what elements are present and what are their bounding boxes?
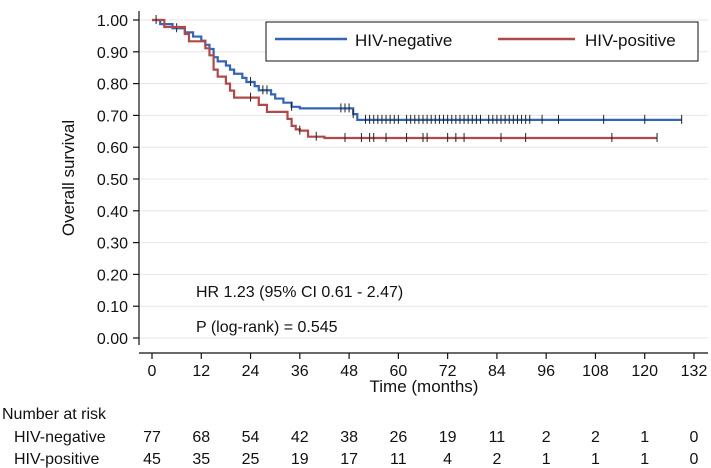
survival-curves [152, 15, 683, 142]
legend: HIV-negative HIV-positive [265, 21, 699, 62]
risk-value-hiv-positive: 1 [591, 451, 600, 468]
risk-value-hiv-positive: 45 [143, 451, 161, 468]
x-tick-label: 12 [192, 363, 210, 380]
y-tick-label: 1.00 [97, 13, 128, 30]
y-tick-label: 0.20 [97, 267, 128, 284]
y-tick-label: 0.60 [97, 140, 128, 157]
risk-value-hiv-negative: 54 [242, 429, 260, 446]
x-tick-label: 0 [148, 363, 157, 380]
risk-value-hiv-positive: 17 [340, 451, 358, 468]
risk-value-hiv-negative: 26 [389, 429, 407, 446]
x-tick-label: 84 [488, 363, 506, 380]
survival-curve-hiv-positive [152, 18, 658, 140]
y-axis-label: Overall survival [59, 120, 78, 236]
x-tick-label: 48 [340, 363, 358, 380]
risk-value-hiv-negative: 0 [690, 429, 699, 446]
risk-value-hiv-positive: 35 [192, 451, 210, 468]
x-tick-label: 96 [537, 363, 555, 380]
risk-value-hiv-positive: 11 [390, 451, 407, 468]
y-tick-label: 0.30 [97, 236, 128, 253]
risk-value-hiv-negative: 2 [542, 429, 551, 446]
risk-value-hiv-positive: 25 [242, 451, 260, 468]
x-axis-ticks: 0 12 24 36 48 60 72 84 96 108 120 132 [148, 353, 708, 380]
risk-value-hiv-positive: 2 [492, 451, 501, 468]
risk-value-hiv-positive: 19 [291, 451, 309, 468]
x-tick-label: 108 [582, 363, 609, 380]
risk-table-title: Number at risk [2, 406, 107, 423]
x-tick-label: 120 [631, 363, 658, 380]
legend-label-hiv-positive: HIV-positive [585, 31, 676, 50]
x-tick-label: 60 [389, 363, 407, 380]
risk-row-label-hiv-negative: HIV-negative [14, 429, 106, 446]
risk-value-hiv-negative: 68 [192, 429, 210, 446]
x-tick-label: 24 [242, 363, 260, 380]
x-tick-label: 72 [439, 363, 457, 380]
legend-box [265, 21, 699, 62]
risk-value-hiv-positive: 0 [690, 451, 699, 468]
axes [138, 11, 708, 354]
risk-value-hiv-positive: 1 [542, 451, 551, 468]
risk-value-hiv-negative: 2 [591, 429, 600, 446]
y-tick-label: 0.80 [97, 77, 128, 94]
risk-value-hiv-positive: 1 [640, 451, 649, 468]
risk-value-hiv-negative: 1 [640, 429, 649, 446]
y-tick-label: 0.70 [97, 108, 128, 125]
x-tick-label: 36 [291, 363, 309, 380]
risk-value-hiv-negative: 11 [489, 429, 506, 446]
legend-label-hiv-negative: HIV-negative [355, 31, 452, 50]
y-tick-label: 0.40 [97, 204, 128, 221]
hazard-ratio-annotation: HR 1.23 (95% CI 0.61 - 2.47) [196, 284, 403, 301]
risk-value-hiv-negative: 19 [439, 429, 457, 446]
risk-value-hiv-negative: 38 [340, 429, 358, 446]
y-tick-label: 0.10 [97, 299, 128, 316]
risk-value-hiv-negative: 42 [291, 429, 309, 446]
x-axis-label: Time (months) [370, 377, 479, 396]
y-tick-label: 0.50 [97, 172, 128, 189]
risk-table: Number at risk HIV-negative HIV-positive… [2, 406, 699, 468]
risk-table-values: 77 68 54 42 38 26 19 11 2 2 1 045 35 25 19 17 11 4 2 1 1 1 0 [143, 429, 698, 468]
y-tick-label: 0.90 [97, 45, 128, 62]
y-axis-ticks: 0.00 0.10 0.20 0.30 0.40 0.50 0.60 0.70 0.80 0.90… [97, 13, 139, 348]
log-rank-p-annotation: P (log-rank) = 0.545 [196, 319, 338, 336]
risk-row-label-hiv-positive: HIV-positive [14, 451, 99, 468]
risk-value-hiv-negative: 77 [143, 429, 161, 446]
risk-value-hiv-positive: 4 [443, 451, 452, 468]
x-tick-label: 132 [681, 363, 708, 380]
y-tick-label: 0.00 [97, 331, 128, 348]
